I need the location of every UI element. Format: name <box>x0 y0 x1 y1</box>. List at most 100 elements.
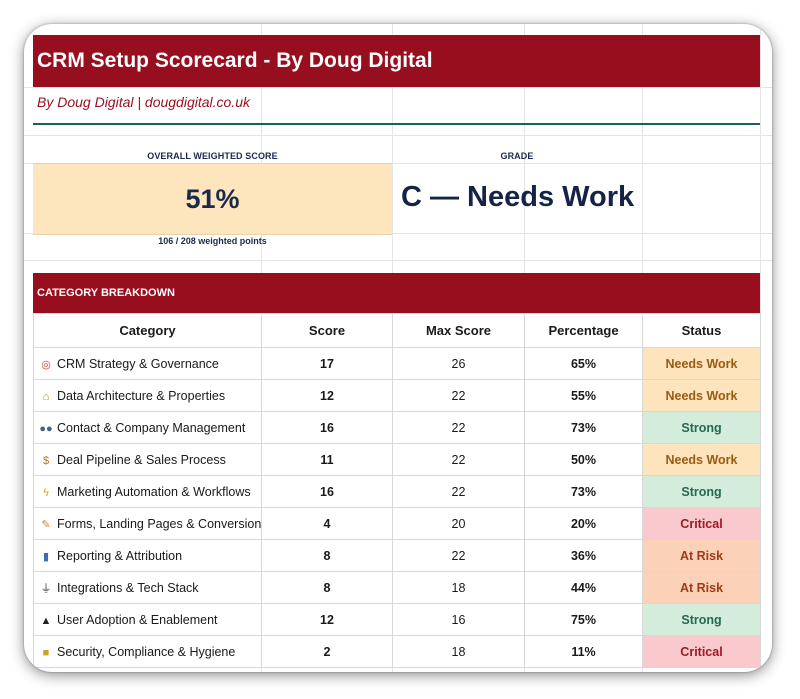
table-header-row: Category Score Max Score Percentage Stat… <box>33 313 761 348</box>
category-name: Integrations & Tech Stack <box>57 580 199 595</box>
max-score-cell: 22 <box>392 379 525 412</box>
category-cell: ▮ Reporting & Attribution <box>33 539 262 572</box>
score-cell: 4 <box>261 507 393 540</box>
table-row: ϟ Marketing Automation & Workflows 16 22 73%… <box>33 475 761 508</box>
plug-icon: ⏚ <box>40 582 52 595</box>
money-bag-icon: $ <box>42 454 50 467</box>
percentage-cell: 65% <box>524 347 643 380</box>
score-cell: 16 <box>261 411 393 444</box>
byline[interactable]: By Doug Digital | dougdigital.co.uk <box>37 94 250 110</box>
header-status: Status <box>642 313 761 348</box>
category-name: Forms, Landing Pages & Conversion <box>57 516 262 531</box>
status-badge: Needs Work <box>642 347 761 380</box>
percentage-cell: 36% <box>524 539 643 572</box>
percentage-cell: 50% <box>524 443 643 476</box>
header-percentage: Percentage <box>524 313 643 348</box>
grid-line <box>24 87 772 88</box>
table-row: ■ Security, Compliance & Hygiene 2 18 11% Cri… <box>33 635 761 668</box>
category-name: Deal Pipeline & Sales Process <box>57 452 226 467</box>
percentage-cell: 11% <box>524 635 643 668</box>
max-score-cell: 26 <box>392 347 525 380</box>
category-cell: ⌂ Data Architecture & Properties <box>33 379 262 412</box>
header-score: Score <box>261 313 393 348</box>
status-badge: Needs Work <box>642 443 761 476</box>
category-name: Marketing Automation & Workflows <box>57 484 251 499</box>
status-badge: Strong <box>642 475 761 508</box>
category-cell: ✎ Forms, Landing Pages & Conversion <box>33 507 262 540</box>
score-cell: 12 <box>261 379 393 412</box>
bar-chart-icon: ▮ <box>42 550 50 563</box>
table-row: ●● Contact & Company Management 16 22 73% Str… <box>33 411 761 444</box>
grid-line <box>760 24 761 672</box>
grade-label: GRADE <box>500 151 534 161</box>
grid-line <box>24 233 772 234</box>
score-cell: 11 <box>261 443 393 476</box>
table-row: $ Deal Pipeline & Sales Process 11 22 50% Nee… <box>33 443 761 476</box>
category-name: Contact & Company Management <box>57 420 246 435</box>
max-score-cell: 18 <box>392 635 525 668</box>
weighted-points: 106 / 208 weighted points <box>158 236 267 246</box>
lock-icon: ■ <box>42 646 50 659</box>
category-cell: ϟ Marketing Automation & Workflows <box>33 475 262 508</box>
max-score-cell: 16 <box>392 603 525 636</box>
score-cell: 12 <box>261 603 393 636</box>
status-badge: Critical <box>642 507 761 540</box>
table-row: ▲ User Adoption & Enablement 12 16 75% Strong <box>33 603 761 636</box>
max-score-cell: 22 <box>392 539 525 572</box>
status-badge: At Risk <box>642 571 761 604</box>
max-score-cell: 18 <box>392 571 525 604</box>
category-cell: ▲ User Adoption & Enablement <box>33 603 262 636</box>
percentage-cell: 73% <box>524 475 643 508</box>
status-badge: Strong <box>642 411 761 444</box>
score-cell: 17 <box>261 347 393 380</box>
table-row: ⌂ Data Architecture & Properties 12 22 55% Ne… <box>33 379 761 412</box>
section-title: CATEGORY BREAKDOWN <box>33 273 760 313</box>
header-category: Category <box>33 313 262 348</box>
category-name: Security, Compliance & Hygiene <box>57 644 236 659</box>
table-row: ▮ Reporting & Attribution 8 22 36% At Risk <box>33 539 761 572</box>
grid-line <box>24 260 772 261</box>
category-breakdown-table: Category Score Max Score Percentage Stat… <box>33 313 761 668</box>
percentage-cell: 55% <box>524 379 643 412</box>
percentage-cell: 44% <box>524 571 643 604</box>
category-name: User Adoption & Enablement <box>57 612 218 627</box>
status-badge: Strong <box>642 603 761 636</box>
people-icon: ●● <box>39 422 53 435</box>
table-row: ◎ CRM Strategy & Governance 17 26 65% Needs W… <box>33 347 761 380</box>
category-name: Data Architecture & Properties <box>57 388 226 403</box>
category-cell: ●● Contact & Company Management <box>33 411 262 444</box>
header-max-score: Max Score <box>392 313 525 348</box>
percentage-cell: 20% <box>524 507 643 540</box>
grid-line <box>24 135 772 136</box>
grid-line <box>24 163 772 164</box>
score-cell: 8 <box>261 539 393 572</box>
lightning-icon: ϟ <box>43 486 49 499</box>
category-name: Reporting & Attribution <box>57 548 183 563</box>
status-badge: At Risk <box>642 539 761 572</box>
status-badge: Needs Work <box>642 379 761 412</box>
percentage-cell: 73% <box>524 411 643 444</box>
max-score-cell: 20 <box>392 507 525 540</box>
percentage-cell: 75% <box>524 603 643 636</box>
score-cell: 2 <box>261 635 393 668</box>
category-cell: ⏚ Integrations & Tech Stack <box>33 571 262 604</box>
target-icon: ◎ <box>41 358 51 371</box>
architecture-icon: ⌂ <box>42 390 50 403</box>
table-row: ⏚ Integrations & Tech Stack 8 18 44% At Risk <box>33 571 761 604</box>
max-score-cell: 22 <box>392 475 525 508</box>
overall-score-label: OVERALL WEIGHTED SCORE <box>147 151 278 161</box>
status-badge: Critical <box>642 635 761 668</box>
memo-icon: ✎ <box>41 518 51 531</box>
grade-value: C — Needs Work <box>401 181 635 213</box>
max-score-cell: 22 <box>392 443 525 476</box>
category-cell: $ Deal Pipeline & Sales Process <box>33 443 262 476</box>
category-name: CRM Strategy & Governance <box>57 356 219 371</box>
page-title: CRM Setup Scorecard - By Doug Digital <box>33 35 760 87</box>
category-cell: ■ Security, Compliance & Hygiene <box>33 635 262 668</box>
divider <box>33 123 760 125</box>
category-cell: ◎ CRM Strategy & Governance <box>33 347 262 380</box>
graduation-cap-icon: ▲ <box>40 614 52 627</box>
max-score-cell: 22 <box>392 411 525 444</box>
score-cell: 8 <box>261 571 393 604</box>
overall-score-value: 51% <box>33 163 392 235</box>
